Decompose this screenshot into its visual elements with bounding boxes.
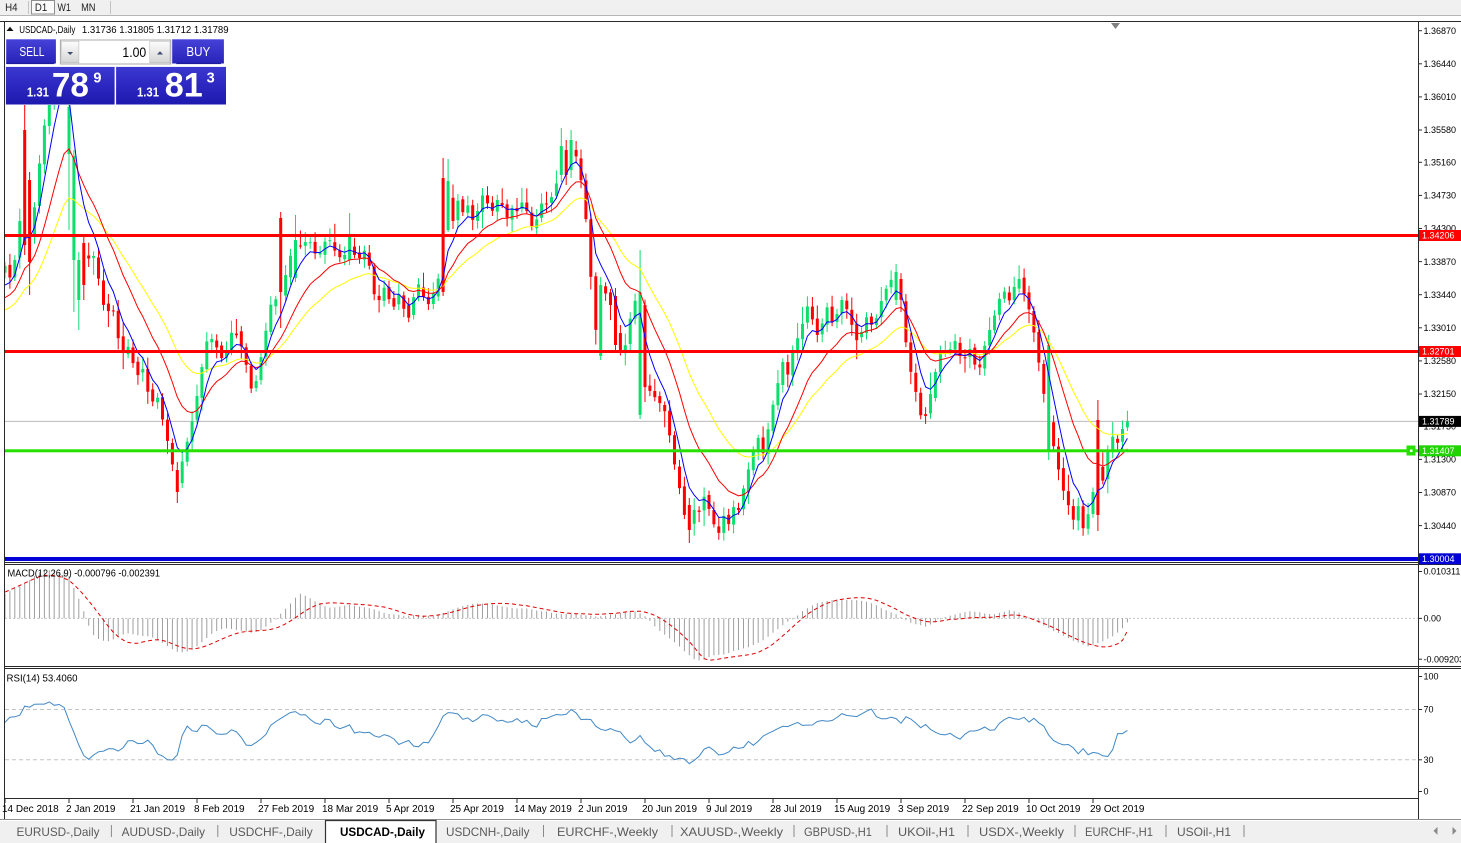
svg-text:1.35160: 1.35160 [1424,158,1457,168]
svg-text:1.34206: 1.34206 [1422,231,1455,241]
svg-text:25 Apr 2019: 25 Apr 2019 [450,804,504,815]
svg-text:XAUUSD-,Weekly: XAUUSD-,Weekly [680,825,783,839]
svg-text:GBPUSD-,H1: GBPUSD-,H1 [804,825,872,839]
svg-text:1.33440: 1.33440 [1424,290,1457,300]
svg-text:1.30004: 1.30004 [1422,554,1455,564]
svg-text:1.33870: 1.33870 [1424,257,1457,267]
svg-text:1.36010: 1.36010 [1424,92,1457,102]
svg-text:H4: H4 [5,2,17,14]
svg-text:1.00: 1.00 [122,44,146,60]
svg-text:3 Sep 2019: 3 Sep 2019 [898,804,950,815]
svg-text:10 Oct 2019: 10 Oct 2019 [1026,804,1081,815]
svg-text:1.30870: 1.30870 [1424,488,1457,498]
svg-text:MACD(12,26,9) -0.000796 -0.002: MACD(12,26,9) -0.000796 -0.002391 [8,568,161,580]
svg-text:USDCHF-,Daily: USDCHF-,Daily [229,825,313,839]
svg-text:USOil-,H1: USOil-,H1 [1177,825,1231,839]
svg-text:5 Apr 2019: 5 Apr 2019 [386,804,435,815]
svg-text:9 Jul 2019: 9 Jul 2019 [706,804,753,815]
svg-text:EURUSD-,Daily: EURUSD-,Daily [17,825,100,839]
svg-text:2 Jan 2019: 2 Jan 2019 [66,804,116,815]
svg-text:1.36440: 1.36440 [1424,59,1457,69]
svg-text:1.32150: 1.32150 [1424,389,1457,399]
svg-text:RSI(14) 53.4060: RSI(14) 53.4060 [7,673,78,685]
svg-text:2 Jun 2019: 2 Jun 2019 [578,804,628,815]
svg-text:-0.009203: -0.009203 [1424,654,1461,664]
svg-text:1.31: 1.31 [27,84,49,99]
svg-text:1.34300: 1.34300 [1424,224,1457,234]
svg-text:14 Dec 2018: 14 Dec 2018 [2,804,59,815]
svg-text:29 Oct 2019: 29 Oct 2019 [1090,804,1145,815]
svg-text:USDCNH-,Daily: USDCNH-,Daily [446,825,530,839]
svg-text:100: 100 [1424,672,1439,682]
svg-text:15 Aug 2019: 15 Aug 2019 [834,804,891,815]
svg-text:EURCHF-,Weekly: EURCHF-,Weekly [557,825,658,839]
svg-text:81: 81 [165,66,203,104]
svg-text:AUDUSD-,Daily: AUDUSD-,Daily [122,825,206,839]
svg-text:1.31300: 1.31300 [1424,455,1457,465]
svg-text:1.32701: 1.32701 [1422,347,1455,357]
svg-text:20 Jun 2019: 20 Jun 2019 [642,804,697,815]
svg-text:3: 3 [207,70,215,86]
svg-text:14 May 2019: 14 May 2019 [514,804,572,815]
svg-text:1.31736 1.31805 1.31712 1.3178: 1.31736 1.31805 1.31712 1.31789 [82,24,229,36]
svg-text:1.32580: 1.32580 [1424,356,1457,366]
svg-text:21 Jan 2019: 21 Jan 2019 [130,804,185,815]
svg-text:0: 0 [1424,787,1429,797]
svg-text:USDCAD-,Daily: USDCAD-,Daily [19,24,76,36]
svg-text:1.35580: 1.35580 [1424,125,1457,135]
svg-text:1.31789: 1.31789 [1422,417,1455,427]
svg-text:18 Mar 2019: 18 Mar 2019 [322,804,379,815]
svg-text:MN: MN [81,2,95,14]
svg-text:USDX-,Weekly: USDX-,Weekly [979,825,1064,839]
svg-text:27 Feb 2019: 27 Feb 2019 [258,804,315,815]
svg-text:1.30440: 1.30440 [1424,521,1457,531]
svg-text:0.00: 0.00 [1424,614,1442,624]
svg-text:8 Feb 2019: 8 Feb 2019 [194,804,245,815]
svg-text:1.33010: 1.33010 [1424,323,1457,333]
svg-text:78: 78 [52,66,89,104]
svg-text:EURCHF-,H1: EURCHF-,H1 [1085,825,1153,839]
svg-text:SELL: SELL [19,45,44,59]
svg-text:0.010311: 0.010311 [1424,567,1461,577]
svg-text:9: 9 [93,70,101,86]
svg-text:28 Jul 2019: 28 Jul 2019 [770,804,822,815]
svg-text:1.36870: 1.36870 [1424,26,1457,36]
svg-text:1.31407: 1.31407 [1422,446,1455,456]
svg-text:BUY: BUY [186,45,211,59]
svg-text:W1: W1 [58,2,71,14]
svg-text:30: 30 [1424,755,1434,765]
svg-text:1.34730: 1.34730 [1424,191,1457,201]
svg-text:D1: D1 [35,2,47,14]
svg-text:22 Sep 2019: 22 Sep 2019 [962,804,1019,815]
svg-text:UKOil-,H1: UKOil-,H1 [898,825,955,839]
svg-text:USDCAD-,Daily: USDCAD-,Daily [340,825,425,839]
svg-text:70: 70 [1424,705,1434,715]
svg-text:1.31: 1.31 [137,84,159,99]
